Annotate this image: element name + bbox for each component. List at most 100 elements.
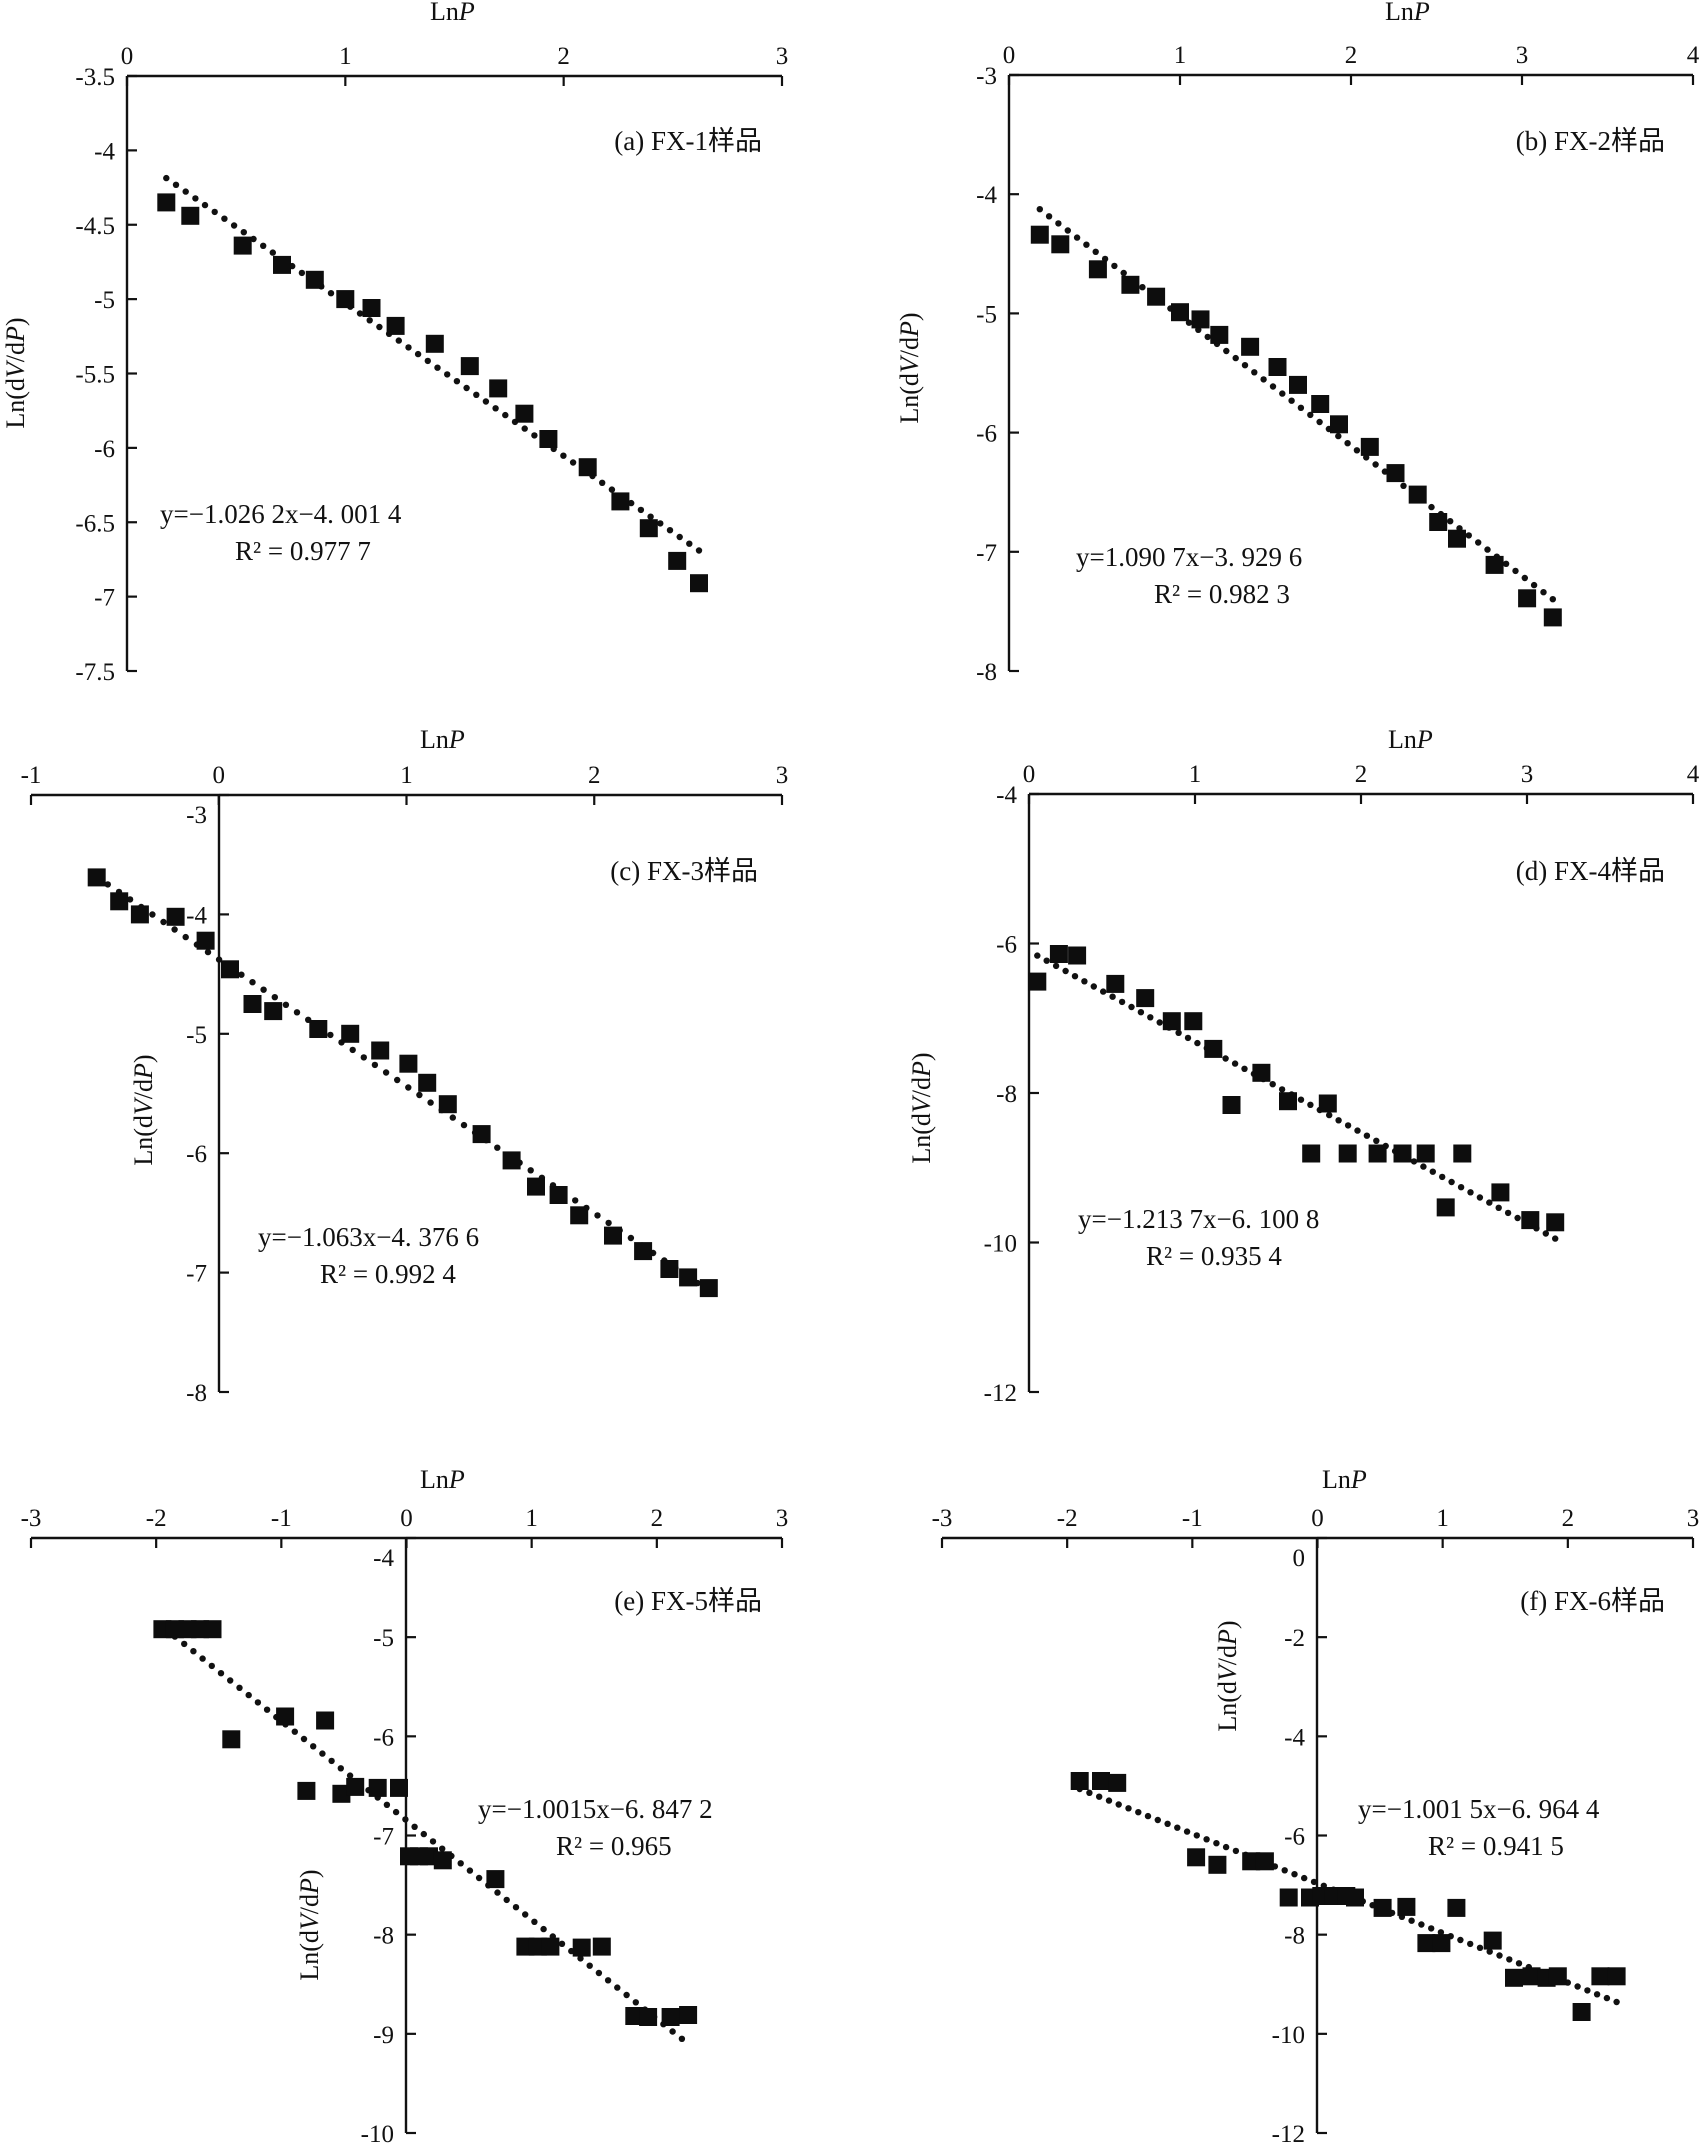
x-tick-label: 3 bbox=[776, 762, 789, 789]
data-point bbox=[486, 1870, 505, 1889]
trendline-dot bbox=[1109, 993, 1116, 1000]
r-squared: R² = 0.982 3 bbox=[1154, 579, 1290, 609]
y-tick-label: -8 bbox=[996, 1081, 1017, 1108]
r-squared: R² = 0.965 bbox=[556, 1831, 672, 1861]
data-point bbox=[1338, 1144, 1357, 1163]
trendline-dot bbox=[558, 1940, 566, 1948]
trendline-dot bbox=[1251, 369, 1258, 376]
trendline-dot bbox=[686, 540, 693, 547]
data-point bbox=[1429, 513, 1448, 531]
r-squared: R² = 0.941 5 bbox=[1428, 1831, 1564, 1861]
trendline-dot bbox=[249, 979, 256, 986]
x-axis-title-p: P bbox=[448, 725, 465, 754]
trendline-dot bbox=[1316, 418, 1323, 426]
trendline-dot bbox=[678, 2035, 686, 2043]
trendline-dot bbox=[1279, 390, 1286, 397]
trendline-dot bbox=[1269, 1081, 1276, 1088]
trendline-dot bbox=[614, 1984, 621, 1991]
data-point bbox=[1030, 225, 1049, 244]
trendline-dot bbox=[221, 215, 228, 222]
data-point bbox=[1049, 945, 1068, 963]
trendline-dot bbox=[104, 881, 112, 888]
trendline-dot bbox=[623, 1991, 630, 1999]
y-axis-title-part: V bbox=[907, 1094, 936, 1113]
trendline-dot bbox=[163, 174, 170, 182]
trendline-dot bbox=[254, 1699, 262, 1706]
data-point bbox=[336, 290, 355, 309]
y-axis-title-part: /d bbox=[1, 342, 30, 362]
trendline-dot bbox=[171, 926, 178, 933]
data-point bbox=[668, 551, 687, 570]
y-axis-title-part: ) bbox=[129, 1054, 158, 1063]
y-tick-label: -4 bbox=[1284, 1724, 1305, 1751]
y-tick-label: -12 bbox=[1272, 2121, 1305, 2148]
trendline-dot bbox=[1574, 1983, 1581, 1990]
trendline-dot bbox=[1457, 1936, 1464, 1944]
trendline-dot bbox=[371, 1061, 379, 1069]
x-tick-label: 3 bbox=[1516, 42, 1529, 69]
x-tick-label: 2 bbox=[1562, 1505, 1575, 1532]
data-point bbox=[592, 1937, 611, 1956]
y-axis-title-part: ) bbox=[1213, 1620, 1242, 1629]
x-axis-title: LnP bbox=[420, 725, 465, 754]
regression-equation: y=−1.063x−4. 376 6 bbox=[258, 1222, 479, 1252]
trendline-dot bbox=[460, 1121, 468, 1129]
trendline-dot bbox=[349, 1046, 356, 1054]
data-point bbox=[639, 519, 658, 538]
trendline-dot bbox=[201, 201, 209, 209]
panel-label: (d) FX-4样品 bbox=[1516, 856, 1665, 886]
data-point bbox=[1088, 260, 1107, 279]
data-point bbox=[1505, 1968, 1523, 1987]
data-point bbox=[1485, 555, 1504, 574]
data-point bbox=[1386, 464, 1405, 483]
trendline-dot bbox=[1222, 1843, 1230, 1851]
trendline-dot bbox=[1090, 983, 1098, 990]
trendline-dot bbox=[1297, 404, 1305, 411]
y-tick-label: -5 bbox=[976, 301, 997, 328]
trendline-dot bbox=[637, 506, 645, 514]
x-axis-title-p: P bbox=[1416, 725, 1433, 754]
x-tick-label: 1 bbox=[525, 1505, 538, 1532]
trendline-dot bbox=[160, 918, 167, 926]
trendline-dot bbox=[1120, 269, 1127, 277]
trendline-dot bbox=[540, 1925, 547, 1933]
trendline-dot bbox=[1484, 546, 1491, 553]
data-point bbox=[660, 1260, 679, 1278]
y-axis-title-part: P bbox=[1, 326, 30, 343]
y-tick-label: -10 bbox=[984, 1231, 1017, 1258]
data-point bbox=[1453, 1144, 1472, 1163]
trendline-dot bbox=[1496, 1952, 1503, 1959]
trendline-dot bbox=[1071, 973, 1079, 980]
x-tick-label: 1 bbox=[339, 43, 352, 70]
trendline-dot bbox=[310, 1743, 317, 1750]
y-axis-title-part: P bbox=[895, 321, 924, 338]
trendline-dot bbox=[1495, 1204, 1502, 1212]
y-tick-label: -10 bbox=[361, 2121, 394, 2148]
trendline-dot bbox=[319, 1750, 326, 1757]
trendline-dot bbox=[1486, 1199, 1493, 1206]
data-point bbox=[87, 868, 106, 887]
y-tick-label: -4 bbox=[996, 782, 1017, 809]
data-point bbox=[316, 1711, 335, 1730]
data-point bbox=[661, 2008, 680, 2026]
data-point bbox=[515, 404, 534, 423]
trendline-dot bbox=[1081, 978, 1088, 985]
trendline-dot bbox=[1052, 962, 1060, 970]
trendline-dot bbox=[482, 398, 490, 405]
trendline-dot bbox=[1363, 1132, 1371, 1139]
x-tick-label: 0 bbox=[1023, 761, 1036, 788]
y-tick-label: -4 bbox=[976, 182, 997, 209]
trendline-dot bbox=[429, 1838, 437, 1845]
trendline-dot bbox=[1475, 539, 1482, 546]
data-point bbox=[460, 357, 479, 376]
trendline-dot bbox=[1118, 998, 1126, 1006]
x-axis-title: LnP bbox=[1385, 0, 1430, 26]
trendline-dot bbox=[599, 479, 606, 486]
panel-label: (a) FX-1样品 bbox=[614, 126, 762, 156]
trendline-dot bbox=[1111, 262, 1118, 270]
x-tick-label: 1 bbox=[1436, 1505, 1449, 1532]
trendline-dot bbox=[1203, 1836, 1210, 1843]
trendline-dot bbox=[293, 1009, 301, 1016]
trendline-dot bbox=[449, 1114, 456, 1121]
data-point bbox=[1397, 1897, 1416, 1916]
